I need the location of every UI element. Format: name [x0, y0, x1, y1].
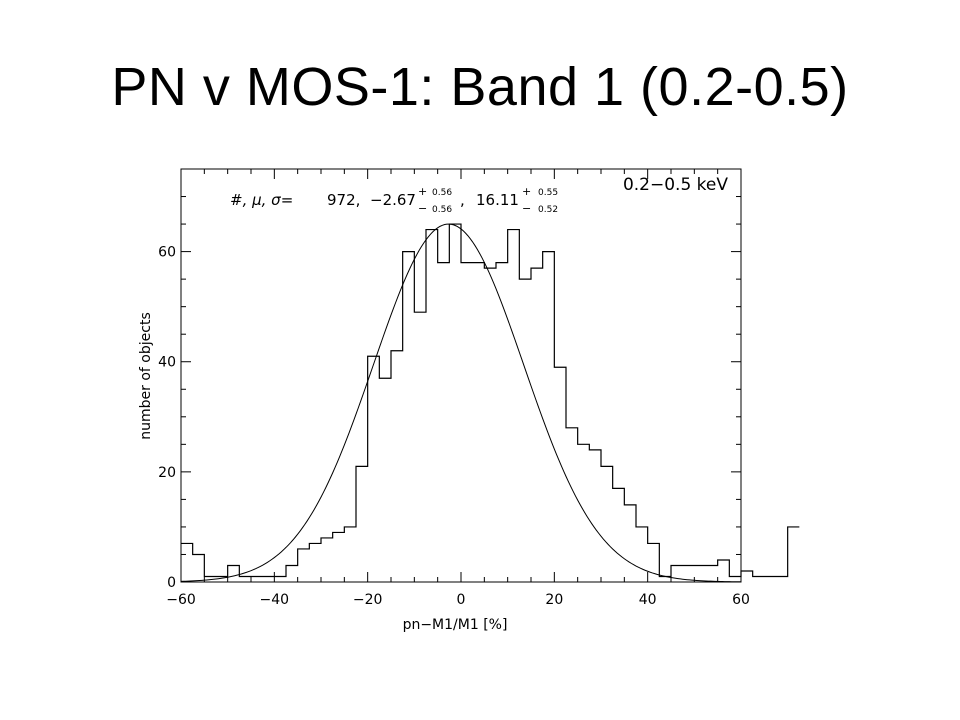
y-tick-label: 0 [167, 575, 176, 591]
minus-sign-mu: − [418, 202, 427, 215]
x-tick-labels: −60 −40 −20 0 20 40 60 [166, 592, 750, 608]
x-axis-title: pn−M1/M1 [%] [403, 617, 508, 633]
stats-n: 972, [327, 191, 360, 209]
y-tick-label: 60 [158, 245, 176, 261]
y-axis-title: number of objects [138, 312, 154, 439]
x-tick-label: −20 [353, 592, 383, 608]
stats-mu: −2.67 [370, 191, 416, 209]
x-tick-label: 0 [457, 592, 466, 608]
y-tick-labels: 0 20 40 60 [158, 245, 176, 591]
y-tick-label: 20 [158, 465, 176, 481]
plus-sign-sigma: + [522, 185, 531, 198]
stats-mu-plus: 0.56 [432, 188, 452, 198]
stats-sigma: 16.11 [476, 191, 519, 209]
stats-mu-minus: 0.56 [432, 205, 452, 215]
x-tick-label: 40 [639, 592, 657, 608]
band-label: 0.2−0.5 keV [623, 175, 728, 195]
y-tick-label: 40 [158, 355, 176, 371]
stats-sep: , [460, 191, 465, 209]
x-tick-label: 60 [732, 592, 750, 608]
x-tick-label: 20 [545, 592, 563, 608]
stats-sigma-minus: 0.52 [538, 205, 558, 215]
gaussian-fit-curve [180, 223, 742, 583]
slide-title: PN v MOS-1: Band 1 (0.2-0.5) [111, 57, 849, 117]
axis-ticks [180, 168, 742, 583]
x-tick-label: −60 [166, 592, 196, 608]
plus-sign-mu: + [418, 185, 427, 198]
histogram-series [181, 223, 800, 578]
minus-sign-sigma: − [522, 202, 531, 215]
x-tick-label: −40 [260, 592, 290, 608]
stats-label: #, μ, σ= [230, 191, 293, 209]
stats-sigma-plus: 0.55 [538, 188, 558, 198]
